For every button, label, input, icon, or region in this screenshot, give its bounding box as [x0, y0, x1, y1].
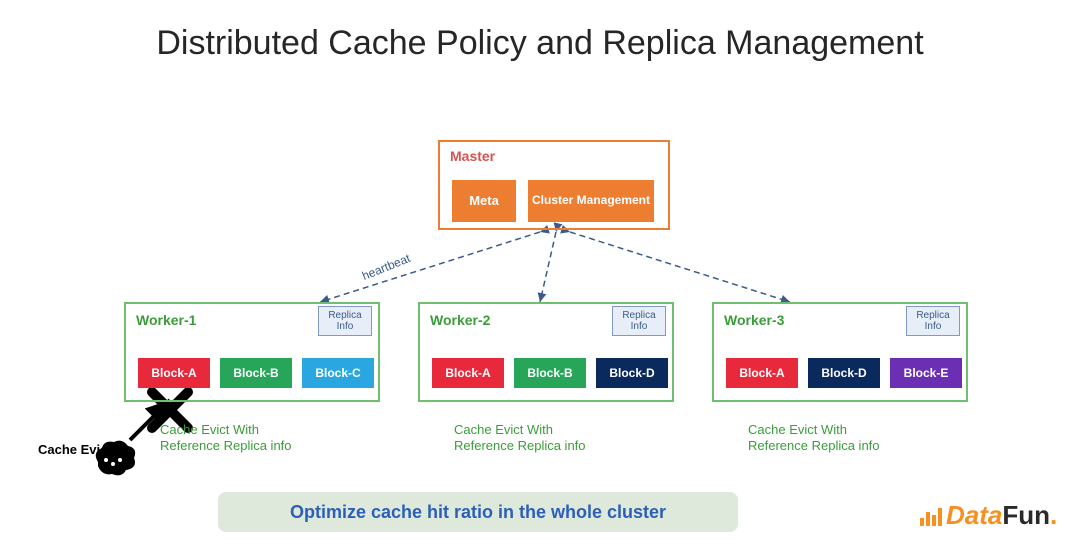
title-text: Distributed Cache Policy and Replica Man…: [156, 24, 923, 62]
block: Block-D: [808, 358, 880, 388]
block: Block-B: [514, 358, 586, 388]
replica-info-badge: Replica Info: [906, 306, 960, 336]
block: Block-D: [596, 358, 668, 388]
cache-evict-label: Cache Evict: [38, 442, 112, 457]
block: Block-B: [220, 358, 292, 388]
heartbeat-label: heartbeat: [360, 251, 412, 283]
master-meta-pill: Meta: [452, 180, 516, 222]
diagram-stage: Distributed Cache Policy and Replica Man…: [0, 0, 1080, 557]
connector-lines: [0, 0, 1080, 557]
footer-text: Optimize cache hit ratio in the whole cl…: [290, 502, 666, 523]
replica-info-badge: Replica Info: [612, 306, 666, 336]
datafun-logo: DataFun.: [920, 500, 1057, 533]
logo-text-fun: Fun: [1002, 500, 1050, 530]
worker-caption: Cache Evict WithReference Replica info: [748, 422, 880, 453]
logo-dot: .: [1050, 500, 1057, 530]
worker-label: Worker-2: [430, 312, 490, 328]
worker-caption: Cache Evict WithReference Replica info: [160, 422, 292, 453]
replica-info-badge: Replica Info: [318, 306, 372, 336]
block: Block-A: [138, 358, 210, 388]
master-label: Master: [450, 148, 495, 164]
block: Block-A: [432, 358, 504, 388]
logo-bars-icon: [920, 502, 942, 533]
logo-text-data: Data: [946, 500, 1002, 530]
footer-banner: Optimize cache hit ratio in the whole cl…: [218, 492, 738, 532]
worker-label: Worker-3: [724, 312, 784, 328]
worker-label: Worker-1: [136, 312, 196, 328]
block: Block-C: [302, 358, 374, 388]
block: Block-E: [890, 358, 962, 388]
worker-caption: Cache Evict WithReference Replica info: [454, 422, 586, 453]
page-title: Distributed Cache Policy and Replica Man…: [0, 24, 1080, 63]
block: Block-A: [726, 358, 798, 388]
master-cluster-pill: Cluster Management: [528, 180, 654, 222]
